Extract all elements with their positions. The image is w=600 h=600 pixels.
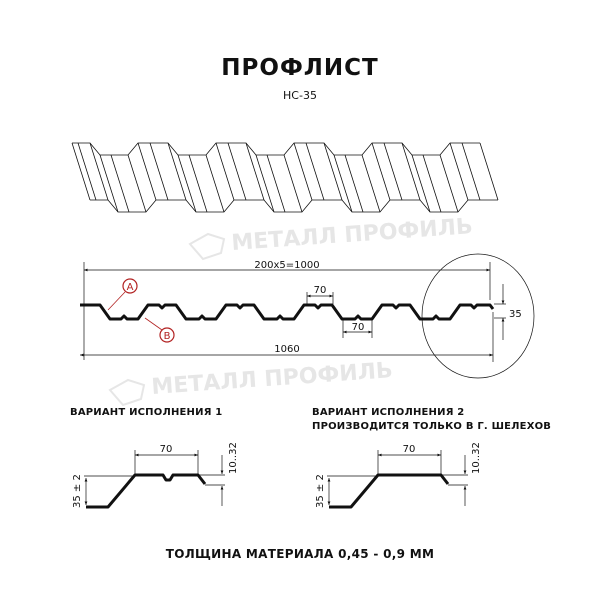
watermark-text: МЕТАЛЛ ПРОФИЛЬ xyxy=(151,358,394,400)
sheet-rib-line xyxy=(361,154,381,213)
variant2-dim-width: 70 xyxy=(403,444,416,455)
sheet-groove-line xyxy=(344,154,364,213)
watermark-text: МЕТАЛЛ ПРОФИЛЬ xyxy=(231,214,474,256)
variant2-caption-line2: ПРОИЗВОДИТСЯ ТОЛЬКО В Г. ШЕЛЕХОВ xyxy=(312,421,552,432)
sheet-rib-line xyxy=(401,142,421,201)
sheet-groove-line xyxy=(305,142,325,201)
dim-bottom-label: 70 xyxy=(352,322,365,333)
sheet-rib-line xyxy=(371,142,391,201)
dim-height-label: 35 xyxy=(509,309,522,320)
material-thickness-note: ТОЛЩИНА МАТЕРИАЛА 0,45 - 0,9 ММ xyxy=(165,547,435,561)
variant2-detail: 70 35 ± 2 10..32 xyxy=(315,442,482,509)
sheet-rib-line xyxy=(283,154,303,213)
sheet-rib-line xyxy=(255,154,275,213)
sheet-rib-line xyxy=(215,142,235,201)
sheet-groove-line xyxy=(188,154,208,213)
marker-b: B xyxy=(144,317,175,343)
profile-model: НС-35 xyxy=(283,89,317,102)
sheet-rib-line xyxy=(71,142,91,201)
sheet-rib-line xyxy=(439,154,459,213)
variant2-dim-edge: 10..32 xyxy=(471,442,482,474)
sheet-rib-line xyxy=(293,142,313,201)
sheet-groove-line xyxy=(422,154,442,213)
detail-circle xyxy=(421,253,535,379)
sheet-groove-line xyxy=(266,154,286,213)
profile-cross-section xyxy=(80,303,495,321)
sheet-groove-line xyxy=(77,142,97,201)
sheet-rib-line xyxy=(177,154,197,213)
watermark-logo xyxy=(108,232,226,407)
svg-text:B: B xyxy=(164,331,171,342)
sheet-groove-line xyxy=(227,142,247,201)
sheet-rib-line xyxy=(333,154,353,213)
sheet-rib-line xyxy=(89,142,109,201)
sheet-bottom-edge xyxy=(90,199,498,213)
variant2-dim-height: 35 ± 2 xyxy=(315,474,326,508)
sheet-rib-line xyxy=(205,154,225,213)
dim-top-label: 70 xyxy=(314,285,327,296)
sheet-rib-line xyxy=(449,142,469,201)
sheet-rib-line xyxy=(127,154,147,213)
sheet-groove-line xyxy=(383,142,403,201)
sheet-rib-line xyxy=(167,142,187,201)
svg-text:A: A xyxy=(127,282,134,293)
sheet-rib-line xyxy=(479,142,499,201)
dimension-lines xyxy=(80,262,506,362)
dim-total-label: 1060 xyxy=(274,344,299,355)
page-title: ПРОФЛИСТ xyxy=(221,55,379,81)
dim-pitch-label: 200x5=1000 xyxy=(254,260,319,271)
sheet-groove-line xyxy=(149,142,169,201)
sheet-rib-line xyxy=(137,142,157,201)
variant1-caption: ВАРИАНТ ИСПОЛНЕНИЯ 1 xyxy=(70,407,223,418)
sheet-top-edge xyxy=(72,142,480,156)
sheet-rib-line xyxy=(323,142,343,201)
sheet-rib-line xyxy=(245,142,265,201)
sheet-rib-line xyxy=(99,154,119,213)
sheet-groove-line xyxy=(461,142,481,201)
sheet-3d-view xyxy=(71,142,499,213)
sheet-groove-line xyxy=(110,154,130,213)
marker-a: A xyxy=(107,278,138,311)
variant1-detail: 70 35 ± 2 10..32 xyxy=(72,442,239,509)
variant2-caption-line1: ВАРИАНТ ИСПОЛНЕНИЯ 2 xyxy=(312,407,465,418)
sheet-rib-line xyxy=(411,154,431,213)
variant1-dim-edge: 10..32 xyxy=(228,442,239,474)
variant1-dim-width: 70 xyxy=(160,444,173,455)
variant1-dim-height: 35 ± 2 xyxy=(72,474,83,508)
